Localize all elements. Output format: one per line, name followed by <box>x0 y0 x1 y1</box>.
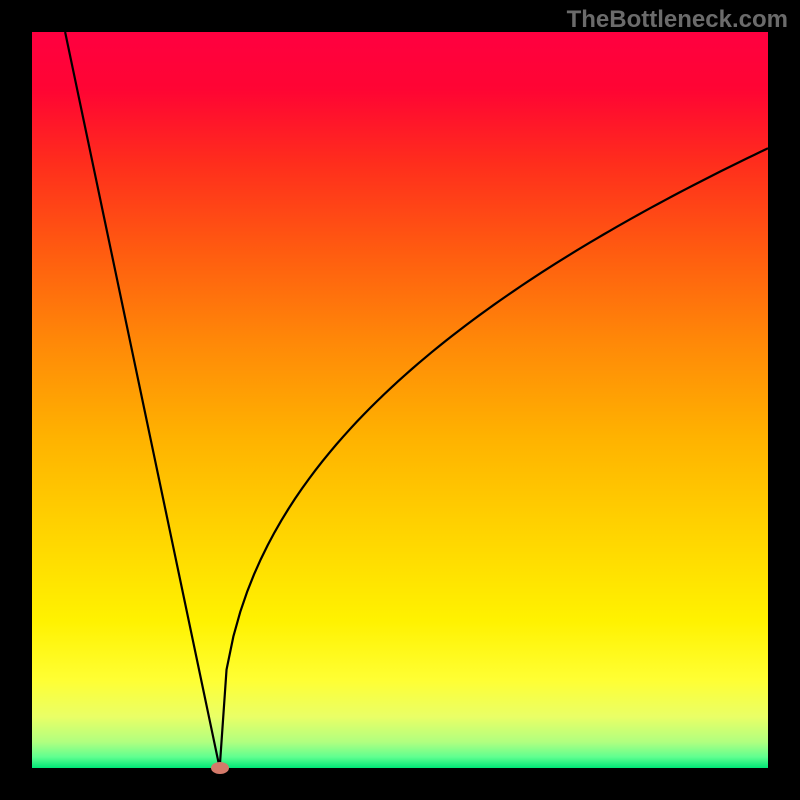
chart-container: TheBottleneck.com <box>0 0 800 800</box>
watermark-link[interactable]: TheBottleneck.com <box>567 6 788 34</box>
optimum-marker <box>211 762 229 774</box>
plot-area <box>32 32 768 768</box>
